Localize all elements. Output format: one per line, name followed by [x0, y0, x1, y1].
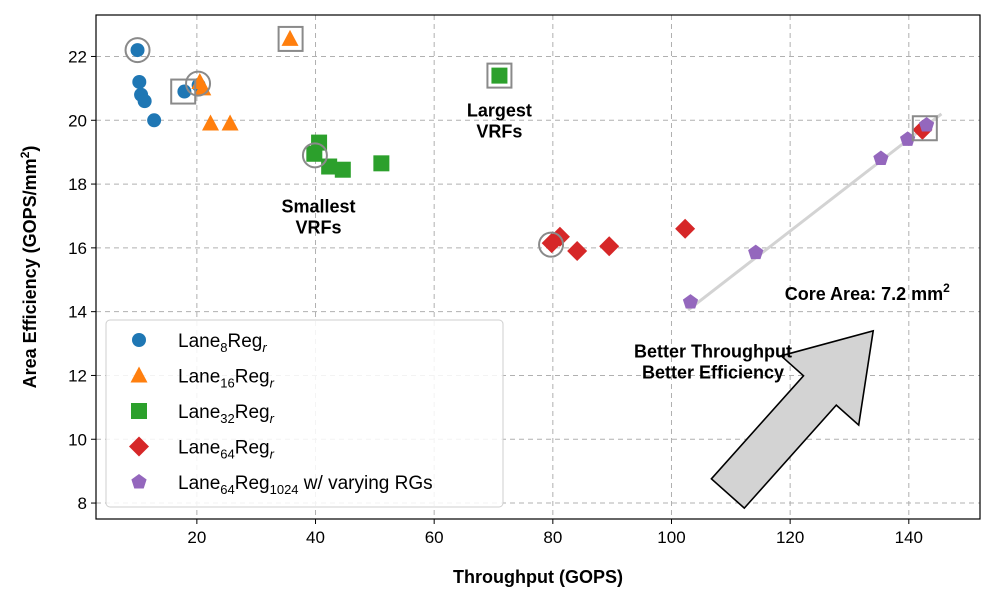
y-axis-label-end: ) — [20, 146, 40, 152]
highlight-square — [486, 62, 513, 89]
legend-label-mid: Reg — [235, 438, 270, 459]
highlight-square — [277, 25, 304, 52]
y-tick-label: 22 — [68, 47, 87, 66]
legend-label-sub2: r — [270, 376, 275, 391]
legend-marker — [129, 436, 149, 457]
annotation-text: Largest — [467, 101, 532, 121]
y-axis-label-main: Area Efficiency (GOPS/mm — [20, 158, 40, 388]
legend-marker — [130, 366, 148, 383]
data-point — [202, 114, 220, 131]
legend-label-base: Lane — [178, 438, 220, 459]
legend-label: Lane64Reg1024 w/ varying RGs — [178, 473, 433, 497]
y-axis-label-sup: 2 — [18, 151, 32, 158]
legend-label-base: Lane — [178, 473, 220, 494]
legend-label: Lane8Regr — [178, 331, 267, 355]
legend-label-mid: Reg — [228, 331, 263, 352]
y-tick-label: 14 — [68, 303, 87, 322]
legend-marker — [131, 403, 147, 419]
chart-overlay — [687, 112, 943, 510]
data-point — [306, 145, 323, 162]
legend-label-tail: w/ varying RGs — [299, 473, 433, 494]
x-tick-label: 100 — [657, 528, 685, 547]
highlight-circle — [124, 37, 151, 64]
legend-label-sub: 8 — [220, 340, 227, 355]
annotation-text: Better Throughput — [634, 342, 792, 362]
highlight-circle — [185, 70, 212, 97]
legend-label: Lane16Regr — [178, 367, 275, 391]
data-point — [321, 158, 338, 175]
data-point — [567, 241, 588, 262]
legend-label-sub2: 1024 — [270, 482, 299, 497]
highlight-markers — [124, 25, 938, 258]
y-tick-label: 20 — [68, 111, 87, 130]
data-point — [675, 218, 696, 239]
data-point — [221, 114, 239, 131]
legend-label-sub2: r — [262, 340, 267, 355]
legend-label-mid: Reg — [235, 367, 270, 388]
legend-label-sub: 32 — [220, 411, 234, 426]
trend-line — [687, 112, 943, 312]
data-point — [373, 155, 390, 172]
x-tick-label: 80 — [543, 528, 562, 547]
legend-label-sub: 64 — [220, 447, 234, 462]
y-axis-label: Area Efficiency (GOPS/mm2) — [18, 146, 40, 389]
legend-label-base: Lane — [178, 367, 220, 388]
x-tick-label: 40 — [306, 528, 325, 547]
data-point — [147, 113, 162, 128]
legend-label-mid: Reg — [235, 402, 270, 423]
annotation-text: Core Area: 7.2 mm2 — [785, 281, 950, 304]
highlight-circle — [538, 231, 565, 258]
axis-ticks: 20 40 60 80 100 120 140 8 10 12 14 16 18 20 22 — [68, 47, 923, 547]
legend-box — [105, 319, 504, 508]
legend-label-sub: 16 — [220, 376, 234, 391]
legend-label-base: Lane — [178, 331, 220, 352]
legend-label-mid: Reg — [235, 473, 270, 494]
data-point — [682, 294, 699, 309]
data-point — [900, 131, 916, 146]
y-tick-label: 12 — [68, 366, 87, 385]
data-point — [491, 67, 508, 84]
legend-label: Lane64Regr — [178, 438, 275, 462]
legend-label-sub2: r — [270, 447, 275, 462]
annotation-text: Smallest — [281, 196, 355, 216]
x-tick-label: 20 — [187, 528, 206, 547]
annotation-sup: 2 — [943, 281, 950, 295]
legend-marker — [131, 474, 147, 489]
annotation-text: VRFs — [295, 217, 341, 237]
data-points — [130, 29, 935, 309]
annotation-text: VRFs — [476, 122, 522, 142]
y-tick-label: 8 — [78, 494, 87, 513]
data-point — [599, 236, 620, 257]
x-tick-label: 120 — [776, 528, 804, 547]
annotation-text: Better Efficiency — [642, 363, 784, 383]
direction-arrow — [710, 329, 875, 510]
x-tick-label: 60 — [425, 528, 444, 547]
data-point — [334, 161, 351, 178]
highlight-circle — [301, 142, 328, 169]
data-point — [919, 117, 935, 132]
data-point — [281, 29, 299, 46]
x-axis-label: Throughput (GOPS) — [453, 567, 623, 587]
highlight-square — [170, 78, 197, 105]
legend-marker — [132, 333, 146, 347]
data-point — [130, 43, 145, 58]
legend-label: Lane32Regr — [178, 402, 275, 426]
data-point — [137, 94, 152, 109]
highlight-square — [911, 115, 938, 142]
legend: Lane8RegrLane16RegrLane32RegrLane64RegrL… — [105, 319, 504, 508]
legend-label-base: Lane — [178, 402, 220, 423]
legend-label-sub2: r — [270, 411, 275, 426]
plot-frame — [95, 14, 981, 520]
x-tick-label: 140 — [895, 528, 923, 547]
y-tick-label: 18 — [68, 175, 87, 194]
y-tick-label: 10 — [68, 430, 87, 449]
legend-label-sub: 64 — [220, 482, 234, 497]
y-tick-label: 16 — [68, 239, 87, 258]
data-point — [132, 74, 147, 89]
data-point — [873, 150, 889, 166]
data-point — [748, 244, 764, 260]
